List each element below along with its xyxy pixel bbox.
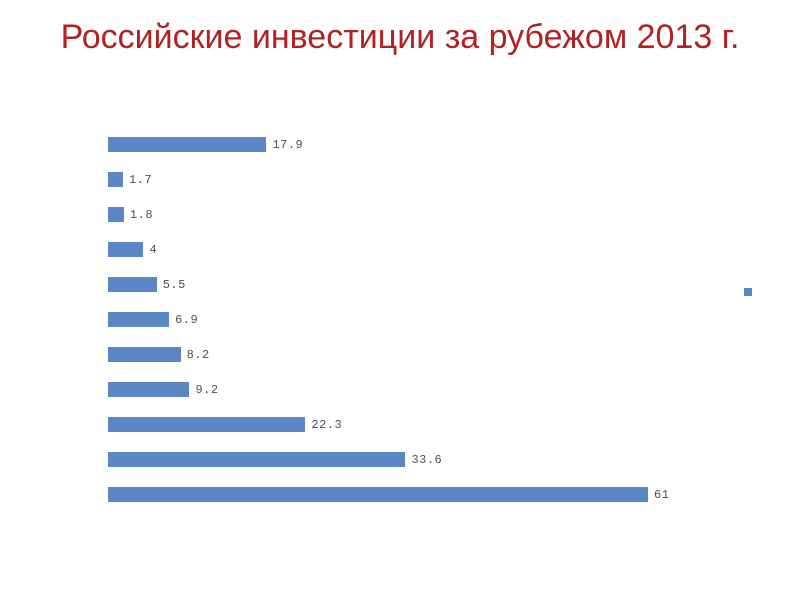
bar-chart: 17.9 1.7 1.8 4 5.5 6.9 8.2 9.2 22.3 33.6 61 (108, 137, 708, 517)
bar (108, 242, 143, 257)
bar-row: 8.2 (108, 347, 210, 362)
bar-row: 1.8 (108, 207, 153, 222)
slide: Российские инвестиции за рубежом 2013 г.… (0, 0, 800, 600)
bar-value-label: 1.8 (130, 208, 153, 222)
bar-value-label: 4 (149, 243, 157, 257)
bar (108, 347, 181, 362)
bar (108, 172, 123, 187)
bar (108, 382, 189, 397)
bar-value-label: 17.9 (272, 138, 303, 152)
bar-row: 33.6 (108, 452, 442, 467)
bar (108, 207, 124, 222)
bar-row: 61 (108, 487, 669, 502)
bar-value-label: 5.5 (163, 278, 186, 292)
bar-value-label: 1.7 (129, 173, 152, 187)
bar-value-label: 6.9 (175, 313, 198, 327)
bar-row: 1.7 (108, 172, 152, 187)
bar-row: 22.3 (108, 417, 342, 432)
bar-row: 17.9 (108, 137, 303, 152)
bar (108, 137, 266, 152)
legend-marker (744, 288, 752, 296)
bar-value-label: 22.3 (311, 418, 342, 432)
bar-row: 6.9 (108, 312, 198, 327)
bar (108, 417, 305, 432)
bar-value-label: 33.6 (411, 453, 442, 467)
bar (108, 487, 648, 502)
bar (108, 452, 405, 467)
bar-value-label: 61 (654, 488, 669, 502)
bar-value-label: 9.2 (195, 383, 218, 397)
bar (108, 312, 169, 327)
chart-title: Российские инвестиции за рубежом 2013 г. (0, 0, 800, 57)
bar-row: 9.2 (108, 382, 219, 397)
bar (108, 277, 157, 292)
bar-row: 5.5 (108, 277, 186, 292)
bar-row: 4 (108, 242, 157, 257)
bar-value-label: 8.2 (187, 348, 210, 362)
